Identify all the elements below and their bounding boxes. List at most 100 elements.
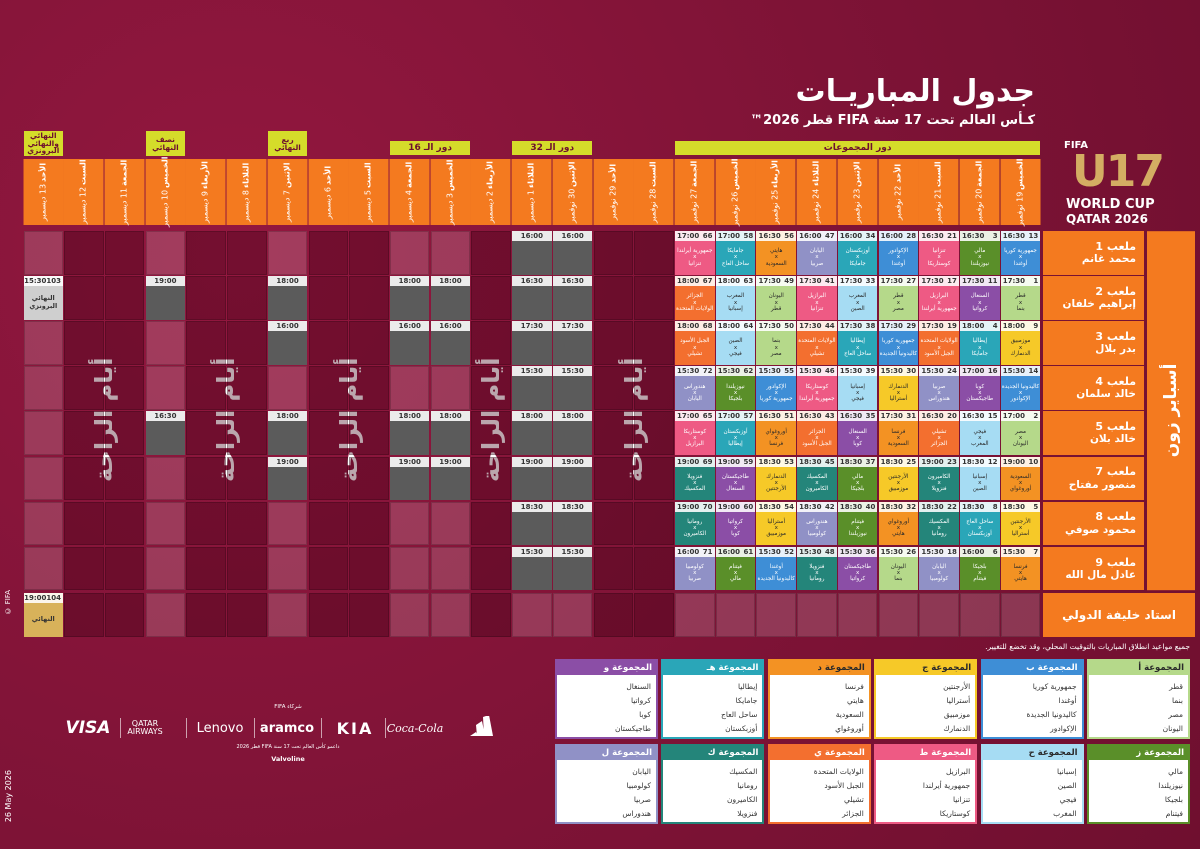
- teams: الإكوادور x أوغندا: [879, 241, 919, 274]
- cell-strip: 16:00: [552, 231, 593, 241]
- match-cell: 10 19:00 السعودية x أوروغواي: [1000, 456, 1041, 500]
- empty-cell: [23, 231, 64, 275]
- sponsor-divider: [385, 718, 386, 738]
- cell-strip: 16:30: [512, 276, 552, 287]
- logo-u17: U17: [1072, 146, 1165, 197]
- match-time: 16:00: [276, 322, 299, 331]
- venue-sub: منصور مفتاح: [1068, 478, 1136, 491]
- match-cell: 6 16:00 بلجيكا x فيتنام: [960, 546, 1000, 591]
- venue-sub: محمد غانم: [1081, 253, 1136, 266]
- cell-strip: 53 18:30: [756, 456, 796, 467]
- versus: x: [856, 479, 860, 486]
- knockout-cell: 18:00: [389, 411, 430, 455]
- team-home: موزمبيق: [1010, 338, 1031, 345]
- match-cell: 67 18:00 الجزائر x الولايات المتحدة: [675, 276, 715, 320]
- versus: x: [856, 570, 860, 577]
- cell-strip: 15:30: [512, 546, 552, 557]
- versus: x: [937, 525, 941, 532]
- empty-cell: [471, 456, 511, 500]
- team-home: جمهورية كوريا: [1004, 248, 1037, 255]
- group-team: المغرب: [1053, 809, 1077, 818]
- cell-strip: 18:00: [430, 276, 471, 287]
- team-home: طاجيكستان: [844, 563, 872, 570]
- cell-strip: 47 16:00: [797, 231, 837, 241]
- team-away: أوغندا: [891, 260, 906, 267]
- match-cell: 63 18:00 المغرب x إسبانيا: [715, 276, 756, 320]
- versus: x: [937, 434, 941, 441]
- sponsor-divider: [253, 718, 255, 738]
- match-time: 15:30: [799, 547, 822, 556]
- versus: x: [774, 344, 778, 351]
- match-number: 56: [784, 232, 794, 240]
- match-time: 17:30: [880, 322, 903, 331]
- team-away: جامايكا: [971, 350, 988, 357]
- team-away: المغرب: [971, 440, 989, 447]
- match-number: 16: [987, 367, 998, 376]
- cell-strip: 19:00: [512, 456, 552, 467]
- empty-cell: [634, 366, 674, 410]
- group-team: مالي: [1168, 767, 1183, 776]
- empty-cell: [186, 411, 226, 455]
- team-home: فنزويلا: [809, 563, 825, 570]
- match-cell: 24 15:30 صربيا x هندوراس: [919, 366, 959, 410]
- teams: مالي x نيوزيلندا: [960, 241, 1000, 274]
- venue-label: ملعب 9 عادل مال الله: [1043, 546, 1144, 591]
- team-home: أوغندا: [769, 563, 783, 570]
- team-home: اليابان: [932, 563, 947, 570]
- match-cell: 58 17:00 جامايكا x ساحل العاج: [715, 231, 756, 275]
- group-teams: إيطاليا جامايكا ساحل العاج أوزبكستان: [663, 675, 762, 736]
- teams: هندوراس x اليابان: [675, 376, 715, 409]
- match-time: 19:00: [520, 457, 544, 466]
- versus: x: [896, 344, 901, 351]
- versus: x: [1018, 479, 1023, 486]
- empty-cell: [349, 231, 389, 275]
- team-away: مصر: [770, 350, 782, 357]
- team-home: إسبانيا: [850, 383, 865, 390]
- cell-strip: 34 16:00: [837, 231, 878, 241]
- match-time: 18:30: [962, 502, 985, 511]
- match-time: 16:30: [839, 412, 863, 421]
- knockout-cell: 16:30: [512, 276, 552, 320]
- group-name: المجموعة ز: [1089, 746, 1188, 760]
- match-cell: 32 18:30 أوروغواي x هايتي: [878, 501, 919, 546]
- group-name: المجموعة و: [557, 661, 656, 675]
- match-time: 15:30: [880, 367, 903, 376]
- cell-strip: 32 18:30: [878, 501, 919, 512]
- match-time: 16:30: [520, 277, 544, 286]
- versus: x: [693, 299, 697, 306]
- match-cell: 47 16:00 اليابان x صربيا: [797, 231, 837, 275]
- team-away: رومانيا: [931, 531, 947, 538]
- team-away: ساحل العاج: [844, 350, 872, 357]
- team-home: الكاميرون: [927, 473, 951, 480]
- cell-strip: 15:30: [552, 366, 593, 377]
- versus: x: [1018, 570, 1023, 577]
- cell-strip: 54 18:30: [756, 501, 796, 512]
- versus: x: [1018, 525, 1023, 532]
- day-header: الإثنين 7 ديسمبر: [267, 159, 308, 225]
- knockout-cell: 18:00: [430, 411, 471, 455]
- empty-cell: [104, 593, 145, 637]
- knockout-cell: 15:30: [552, 366, 593, 410]
- empty-cell: [186, 366, 226, 410]
- venue-sub: محمود صوفي: [1065, 523, 1136, 536]
- team-home: اليونان: [890, 563, 906, 570]
- empty-cell: [471, 366, 511, 410]
- cell-strip: 18:00: [389, 276, 430, 287]
- team-home: إسبانيا: [972, 473, 988, 480]
- venue-name: ملعب 2: [1095, 284, 1136, 298]
- team-home: فرنسا: [1013, 563, 1028, 570]
- cell-strip: 39 15:30: [837, 366, 878, 377]
- teams: فيجي x المغرب: [960, 421, 1000, 454]
- empty-cell: [349, 321, 389, 365]
- empty-cell: [64, 593, 104, 637]
- team-away: بنما: [894, 576, 903, 583]
- match-time: 15:30: [520, 547, 544, 556]
- cell-strip: 44 17:30: [797, 321, 837, 332]
- day-weekday: الجمعة: [689, 160, 699, 187]
- knockout-cell: 18:00: [552, 411, 593, 455]
- day-header: الإثنين 23 نوفمبر: [837, 159, 878, 225]
- match-cell: 3 16:30 مالي x نيوزيلندا: [960, 231, 1000, 275]
- empty-cell: [837, 593, 878, 637]
- day-date: 11 ديسمبر: [119, 187, 129, 225]
- teams: السعودية x أوروغواي: [1001, 467, 1041, 500]
